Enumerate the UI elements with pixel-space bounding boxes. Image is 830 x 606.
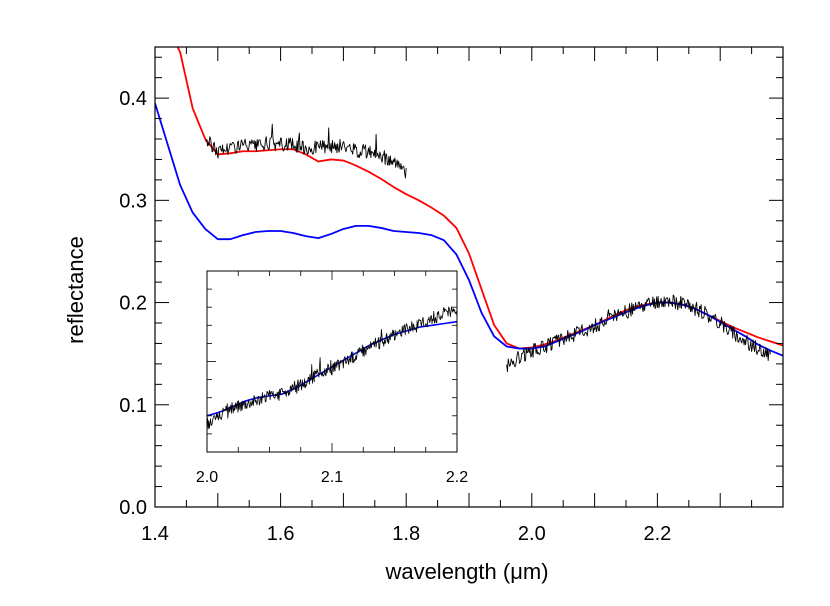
- main-plot: 1.4 1.6 1.8 2.0 2.2 0.0 0.1 0.2 0.3 0.4: [119, 46, 784, 545]
- x-axis-label: wavelength (μm): [384, 559, 548, 584]
- inset-x-tick-label: 2.2: [446, 469, 468, 486]
- y-tick-label: 0.0: [119, 497, 147, 519]
- y-tick-label: 0.4: [119, 88, 147, 110]
- black-spectrum-line-2: [506, 294, 771, 373]
- black-spectrum-line: [205, 123, 407, 179]
- x-tick-label: 2.2: [643, 523, 671, 545]
- y-tick-label: 0.2: [119, 293, 147, 315]
- inset-x-tick-label: 2.0: [196, 469, 218, 486]
- inset-black-spectrum-line: [207, 306, 457, 430]
- y-axis-label: reflectance: [63, 236, 88, 344]
- inset-background: [207, 271, 457, 452]
- y-tick-label: 0.1: [119, 395, 147, 417]
- x-tick-label: 2.0: [518, 523, 546, 545]
- inset-plot: 2.0 2.1 2.2: [196, 270, 468, 486]
- inset-x-tick-label: 2.1: [321, 469, 343, 486]
- x-tick-label: 1.4: [141, 523, 169, 545]
- y-tick-label: 0.3: [119, 190, 147, 212]
- x-tick-label: 1.6: [267, 523, 295, 545]
- x-tick-label: 1.8: [392, 523, 420, 545]
